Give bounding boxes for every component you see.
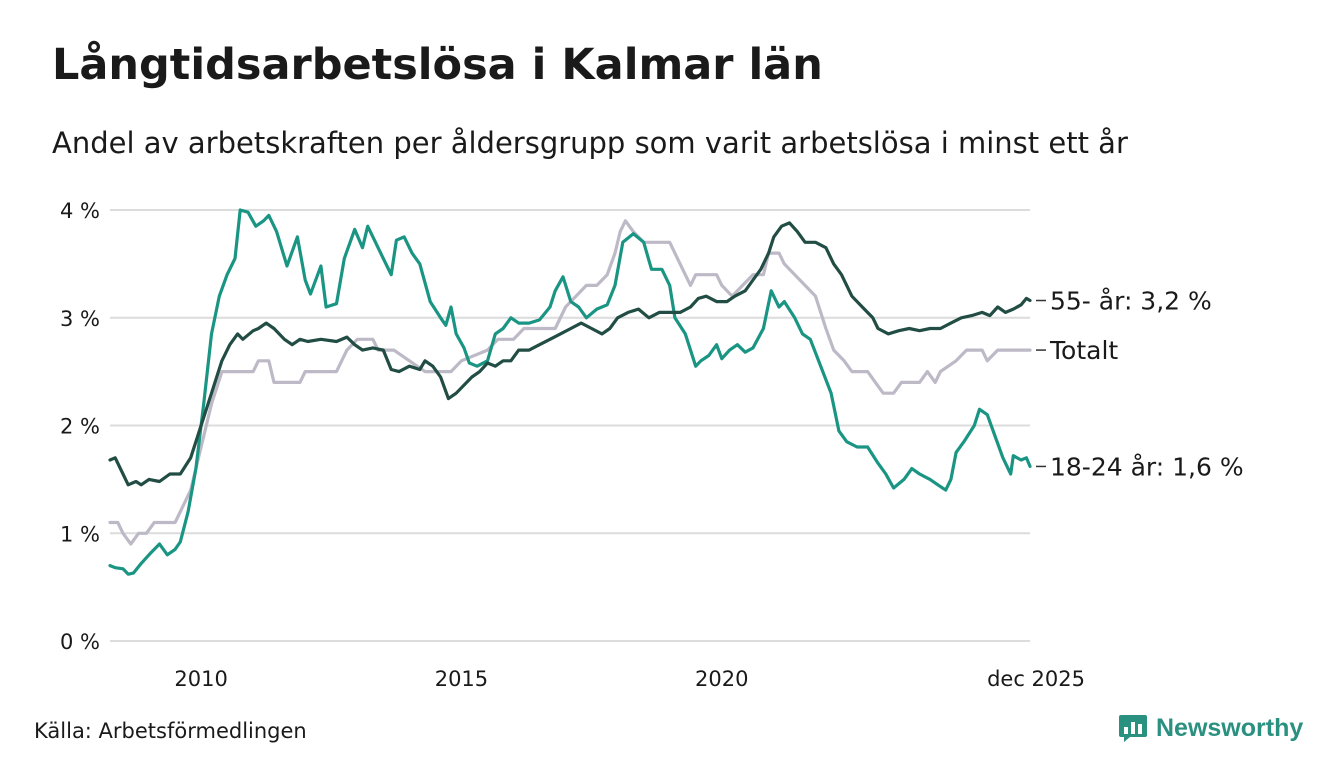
y-tick-label: 2 %: [60, 415, 100, 439]
chart-subtitle: Andel av arbetskraften per åldersgrupp s…: [52, 126, 1128, 160]
x-axis-ticks: 2010 2015 2020 dec 2025: [174, 667, 1085, 691]
bar-chart-icon: [1119, 715, 1147, 742]
brand-logo[interactable]: Newsworthy: [1118, 713, 1303, 743]
x-tick-label: 2010: [174, 667, 227, 691]
series-line-2: [108, 221, 1032, 487]
x-tick-label: 2020: [695, 667, 748, 691]
chart-title: Långtidsarbetslösa i Kalmar län: [52, 40, 823, 90]
line-chart: 0 % 1 % 2 % 3 % 4 % 2010 2015 2020 dec 2025 Tot…: [60, 199, 1244, 691]
y-tick-label: 4 %: [60, 199, 100, 223]
y-axis-ticks: 0 % 1 % 2 % 3 % 4 %: [60, 199, 100, 654]
brand-name: Newsworthy: [1156, 713, 1304, 742]
series-end-labels: Totalt 18-24 år: 1,6 % 55- år: 3,2 %: [1036, 287, 1244, 481]
y-tick-label: 3 %: [60, 307, 100, 331]
series-line-1: [108, 208, 1032, 576]
source-note: Källa: Arbetsförmedlingen: [34, 719, 307, 743]
series-line-0: [108, 219, 1032, 546]
series-end-label: Totalt: [1049, 336, 1118, 365]
series-end-label: 18-24 år: 1,6 %: [1050, 452, 1244, 481]
y-tick-label: 0 %: [60, 630, 100, 654]
x-tick-label: dec 2025: [987, 667, 1085, 691]
series-lines: [108, 208, 1032, 576]
grid: [110, 209, 1030, 642]
x-tick-label: 2015: [435, 667, 488, 691]
y-tick-label: 1 %: [60, 522, 100, 546]
series-end-label: 55- år: 3,2 %: [1050, 287, 1212, 316]
